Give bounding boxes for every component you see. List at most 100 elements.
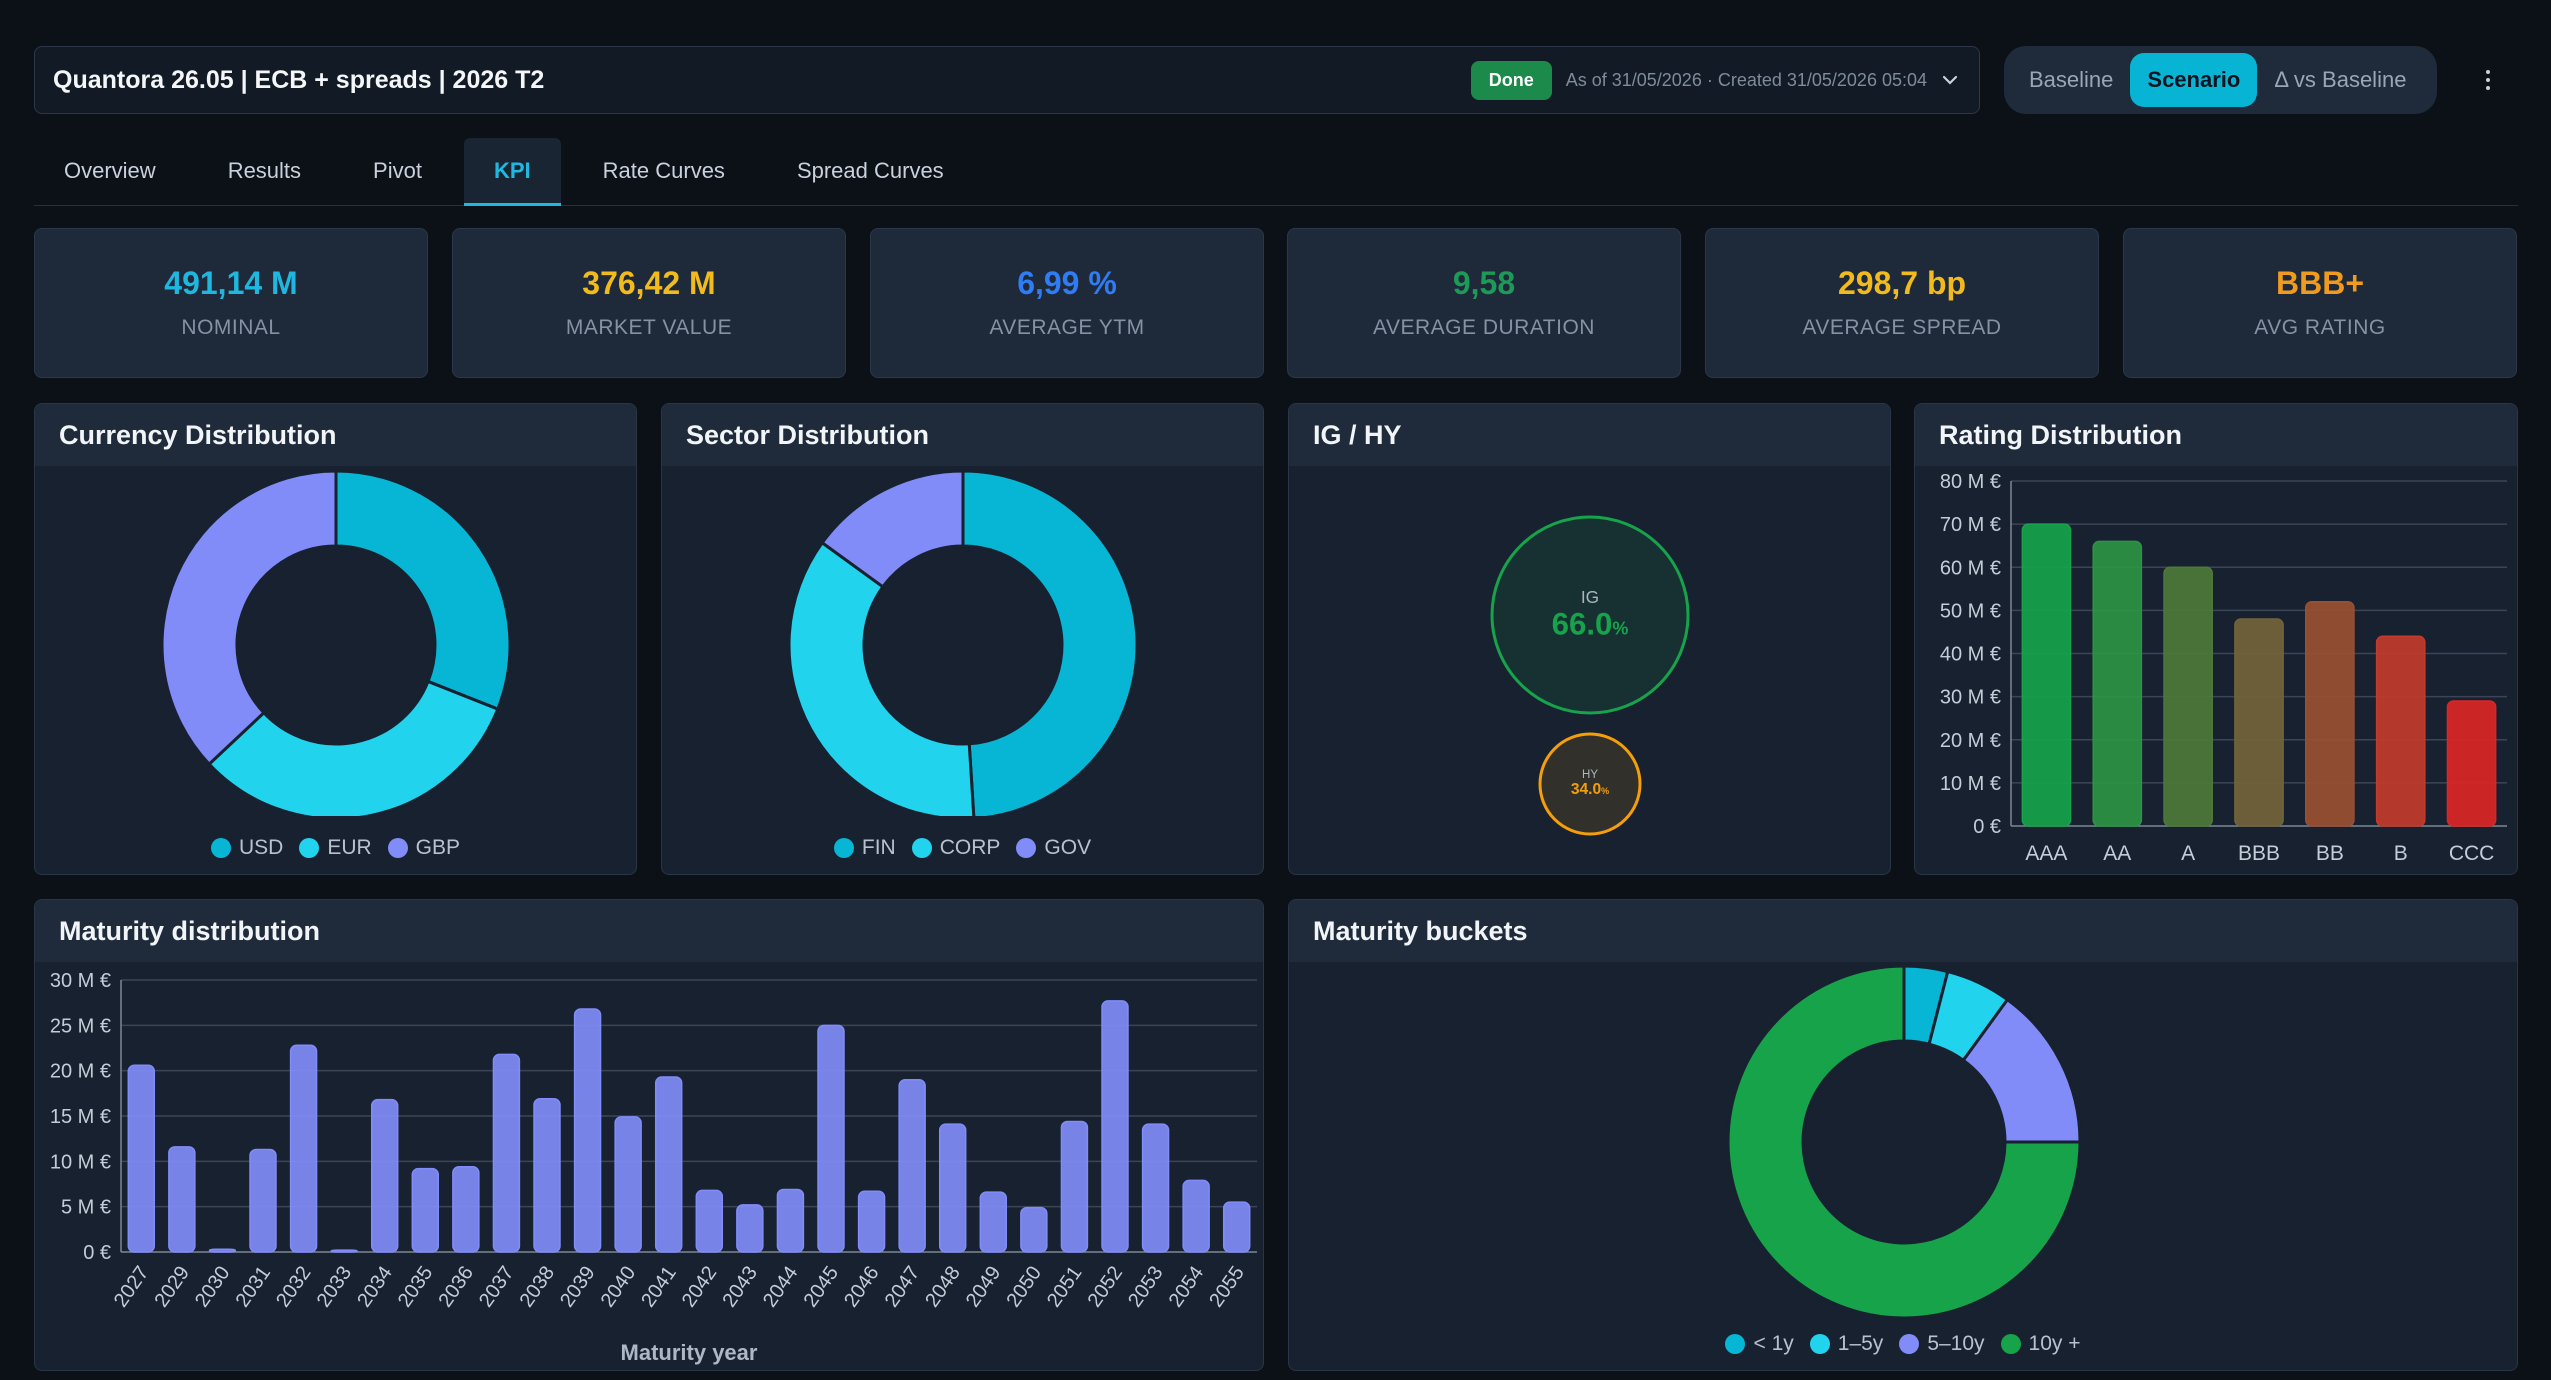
- kpi-value: BBB+: [2275, 265, 2364, 301]
- bar-2030[interactable]: [208, 1248, 237, 1253]
- bar-2039[interactable]: [573, 1008, 602, 1253]
- bar-2047[interactable]: [898, 1078, 926, 1253]
- tab-kpi[interactable]: KPI: [463, 138, 561, 206]
- legend-item-1y[interactable]: < 1y: [1725, 1332, 1794, 1356]
- slice-fin[interactable]: [961, 469, 1139, 816]
- kpi-card-average-duration: 9,58 AVERAGE DURATION: [1287, 228, 1681, 378]
- x-tick-label: 2038: [516, 1262, 560, 1311]
- bar-2055[interactable]: [1222, 1201, 1251, 1253]
- toggle-delta-vs-baseline[interactable]: Δ vs Baseline: [2274, 67, 2407, 92]
- x-tick-label: BBB: [2238, 842, 2280, 865]
- bar-2054[interactable]: [1182, 1179, 1210, 1253]
- bar-bb[interactable]: [2305, 601, 2355, 827]
- bar-a[interactable]: [2163, 566, 2213, 827]
- bar-2033[interactable]: [330, 1249, 358, 1253]
- toggle-scenario[interactable]: Scenario: [2130, 53, 2258, 107]
- bar-2044[interactable]: [776, 1188, 805, 1253]
- bar-2032[interactable]: [289, 1044, 318, 1253]
- legend-item-1-5y[interactable]: 1–5y: [1809, 1332, 1884, 1356]
- more-options-icon[interactable]: [2478, 62, 2498, 98]
- y-tick-label: 0 €: [1973, 816, 2001, 838]
- legend-item-gbp[interactable]: GBP: [387, 836, 461, 860]
- bar-bbb[interactable]: [2234, 618, 2284, 827]
- bar-b[interactable]: [2375, 635, 2426, 827]
- kpi-value: 6,99 %: [1017, 265, 1117, 301]
- legend-item-fin[interactable]: FIN: [833, 836, 896, 860]
- bar-2034[interactable]: [370, 1098, 399, 1253]
- bar-2049[interactable]: [979, 1191, 1008, 1253]
- bar-2046[interactable]: [857, 1190, 886, 1253]
- tab-results[interactable]: Results: [227, 158, 302, 183]
- chevron-down-icon[interactable]: [1939, 69, 1961, 91]
- legend-label: FIN: [861, 836, 896, 859]
- x-tick-label: 2046: [840, 1262, 884, 1311]
- bar-2035[interactable]: [411, 1167, 440, 1253]
- legend-item-10y[interactable]: 10y +: [2000, 1332, 2081, 1356]
- bar-2041[interactable]: [654, 1076, 683, 1253]
- report-selector[interactable]: Quantora 26.05 | ECB + spreads | 2026 T2…: [34, 46, 1980, 114]
- bar-2027[interactable]: [127, 1064, 156, 1253]
- bar-2038[interactable]: [533, 1098, 561, 1253]
- bar-2042[interactable]: [695, 1189, 724, 1253]
- slice-10y[interactable]: [1726, 964, 2082, 1320]
- x-tick-label: 2054: [1165, 1262, 1209, 1311]
- status-badge: Done: [1470, 60, 1552, 100]
- legend-item-corp[interactable]: CORP: [911, 836, 1001, 860]
- bubble-label: HY: [1582, 769, 1598, 781]
- panel-title: Rating Distribution: [1915, 404, 2517, 466]
- legend-item-5-10y[interactable]: 5–10y: [1899, 1332, 1985, 1356]
- currency-donut-chart: [160, 469, 512, 816]
- bar-ccc[interactable]: [2446, 700, 2497, 827]
- bar-2050[interactable]: [1020, 1206, 1048, 1253]
- slice-usd[interactable]: [334, 469, 512, 712]
- bar-aaa[interactable]: [2021, 523, 2072, 827]
- maturity-buckets-donut-chart: [1726, 964, 2082, 1320]
- bar-2037[interactable]: [492, 1053, 521, 1253]
- bar-2040[interactable]: [614, 1116, 642, 1253]
- legend-item-gov[interactable]: GOV: [1016, 836, 1091, 860]
- x-tick-label: 2033: [313, 1262, 357, 1311]
- y-tick-label: 50 M €: [1940, 600, 2001, 622]
- bar-2045[interactable]: [817, 1024, 845, 1253]
- tab-pivot[interactable]: Pivot: [373, 158, 422, 183]
- legend-item-usd[interactable]: USD: [210, 836, 283, 860]
- legend-item-eur[interactable]: EUR: [299, 836, 372, 860]
- x-tick-label: 2027: [110, 1262, 154, 1311]
- kpi-label: NOMINAL: [181, 316, 281, 339]
- legend-label: 1–5y: [1837, 1332, 1884, 1355]
- bar-2051[interactable]: [1060, 1120, 1089, 1253]
- bubble-value: 34.0%: [1571, 781, 1609, 798]
- legend-label: CORP: [939, 836, 1001, 859]
- bar-2052[interactable]: [1101, 1000, 1129, 1253]
- tab-rate-curves[interactable]: Rate Curves: [602, 158, 725, 183]
- bar-2036[interactable]: [452, 1166, 480, 1253]
- slice-eur[interactable]: [207, 679, 500, 816]
- bar-2031[interactable]: [249, 1148, 277, 1253]
- bar-2043[interactable]: [736, 1204, 764, 1253]
- kpi-card-average-spread: 298,7 bp AVERAGE SPREAD: [1705, 228, 2099, 378]
- toggle-baseline[interactable]: Baseline: [2029, 67, 2114, 92]
- slice-corp[interactable]: [787, 540, 976, 816]
- panel-title: Maturity distribution: [35, 900, 1263, 962]
- kpi-card-market-value: 376,42 M MARKET VALUE: [452, 228, 846, 378]
- legend-dot: [833, 838, 854, 858]
- y-tick-label: 5 M €: [61, 1197, 111, 1219]
- panel-title: Sector Distribution: [662, 404, 1263, 466]
- bar-2029[interactable]: [168, 1146, 196, 1253]
- bar-2053[interactable]: [1141, 1123, 1170, 1253]
- bar-2048[interactable]: [938, 1123, 967, 1253]
- slice-gbp[interactable]: [160, 469, 338, 767]
- x-tick-label: 2040: [597, 1262, 641, 1311]
- legend-label: GBP: [415, 836, 461, 859]
- slice-gov[interactable]: [820, 469, 965, 589]
- tab-spread-curves[interactable]: Spread Curves: [796, 158, 944, 183]
- tab-overview[interactable]: Overview: [64, 158, 156, 183]
- panel-rating-distribution: Rating Distribution 0 € 10 M € 20 M € 30 M …: [1914, 403, 2518, 875]
- y-tick-label: 30 M €: [1940, 687, 2001, 709]
- bar-aa[interactable]: [2092, 540, 2143, 827]
- legend-dot: [1725, 1334, 1746, 1354]
- x-tick-label: 2050: [1002, 1262, 1046, 1311]
